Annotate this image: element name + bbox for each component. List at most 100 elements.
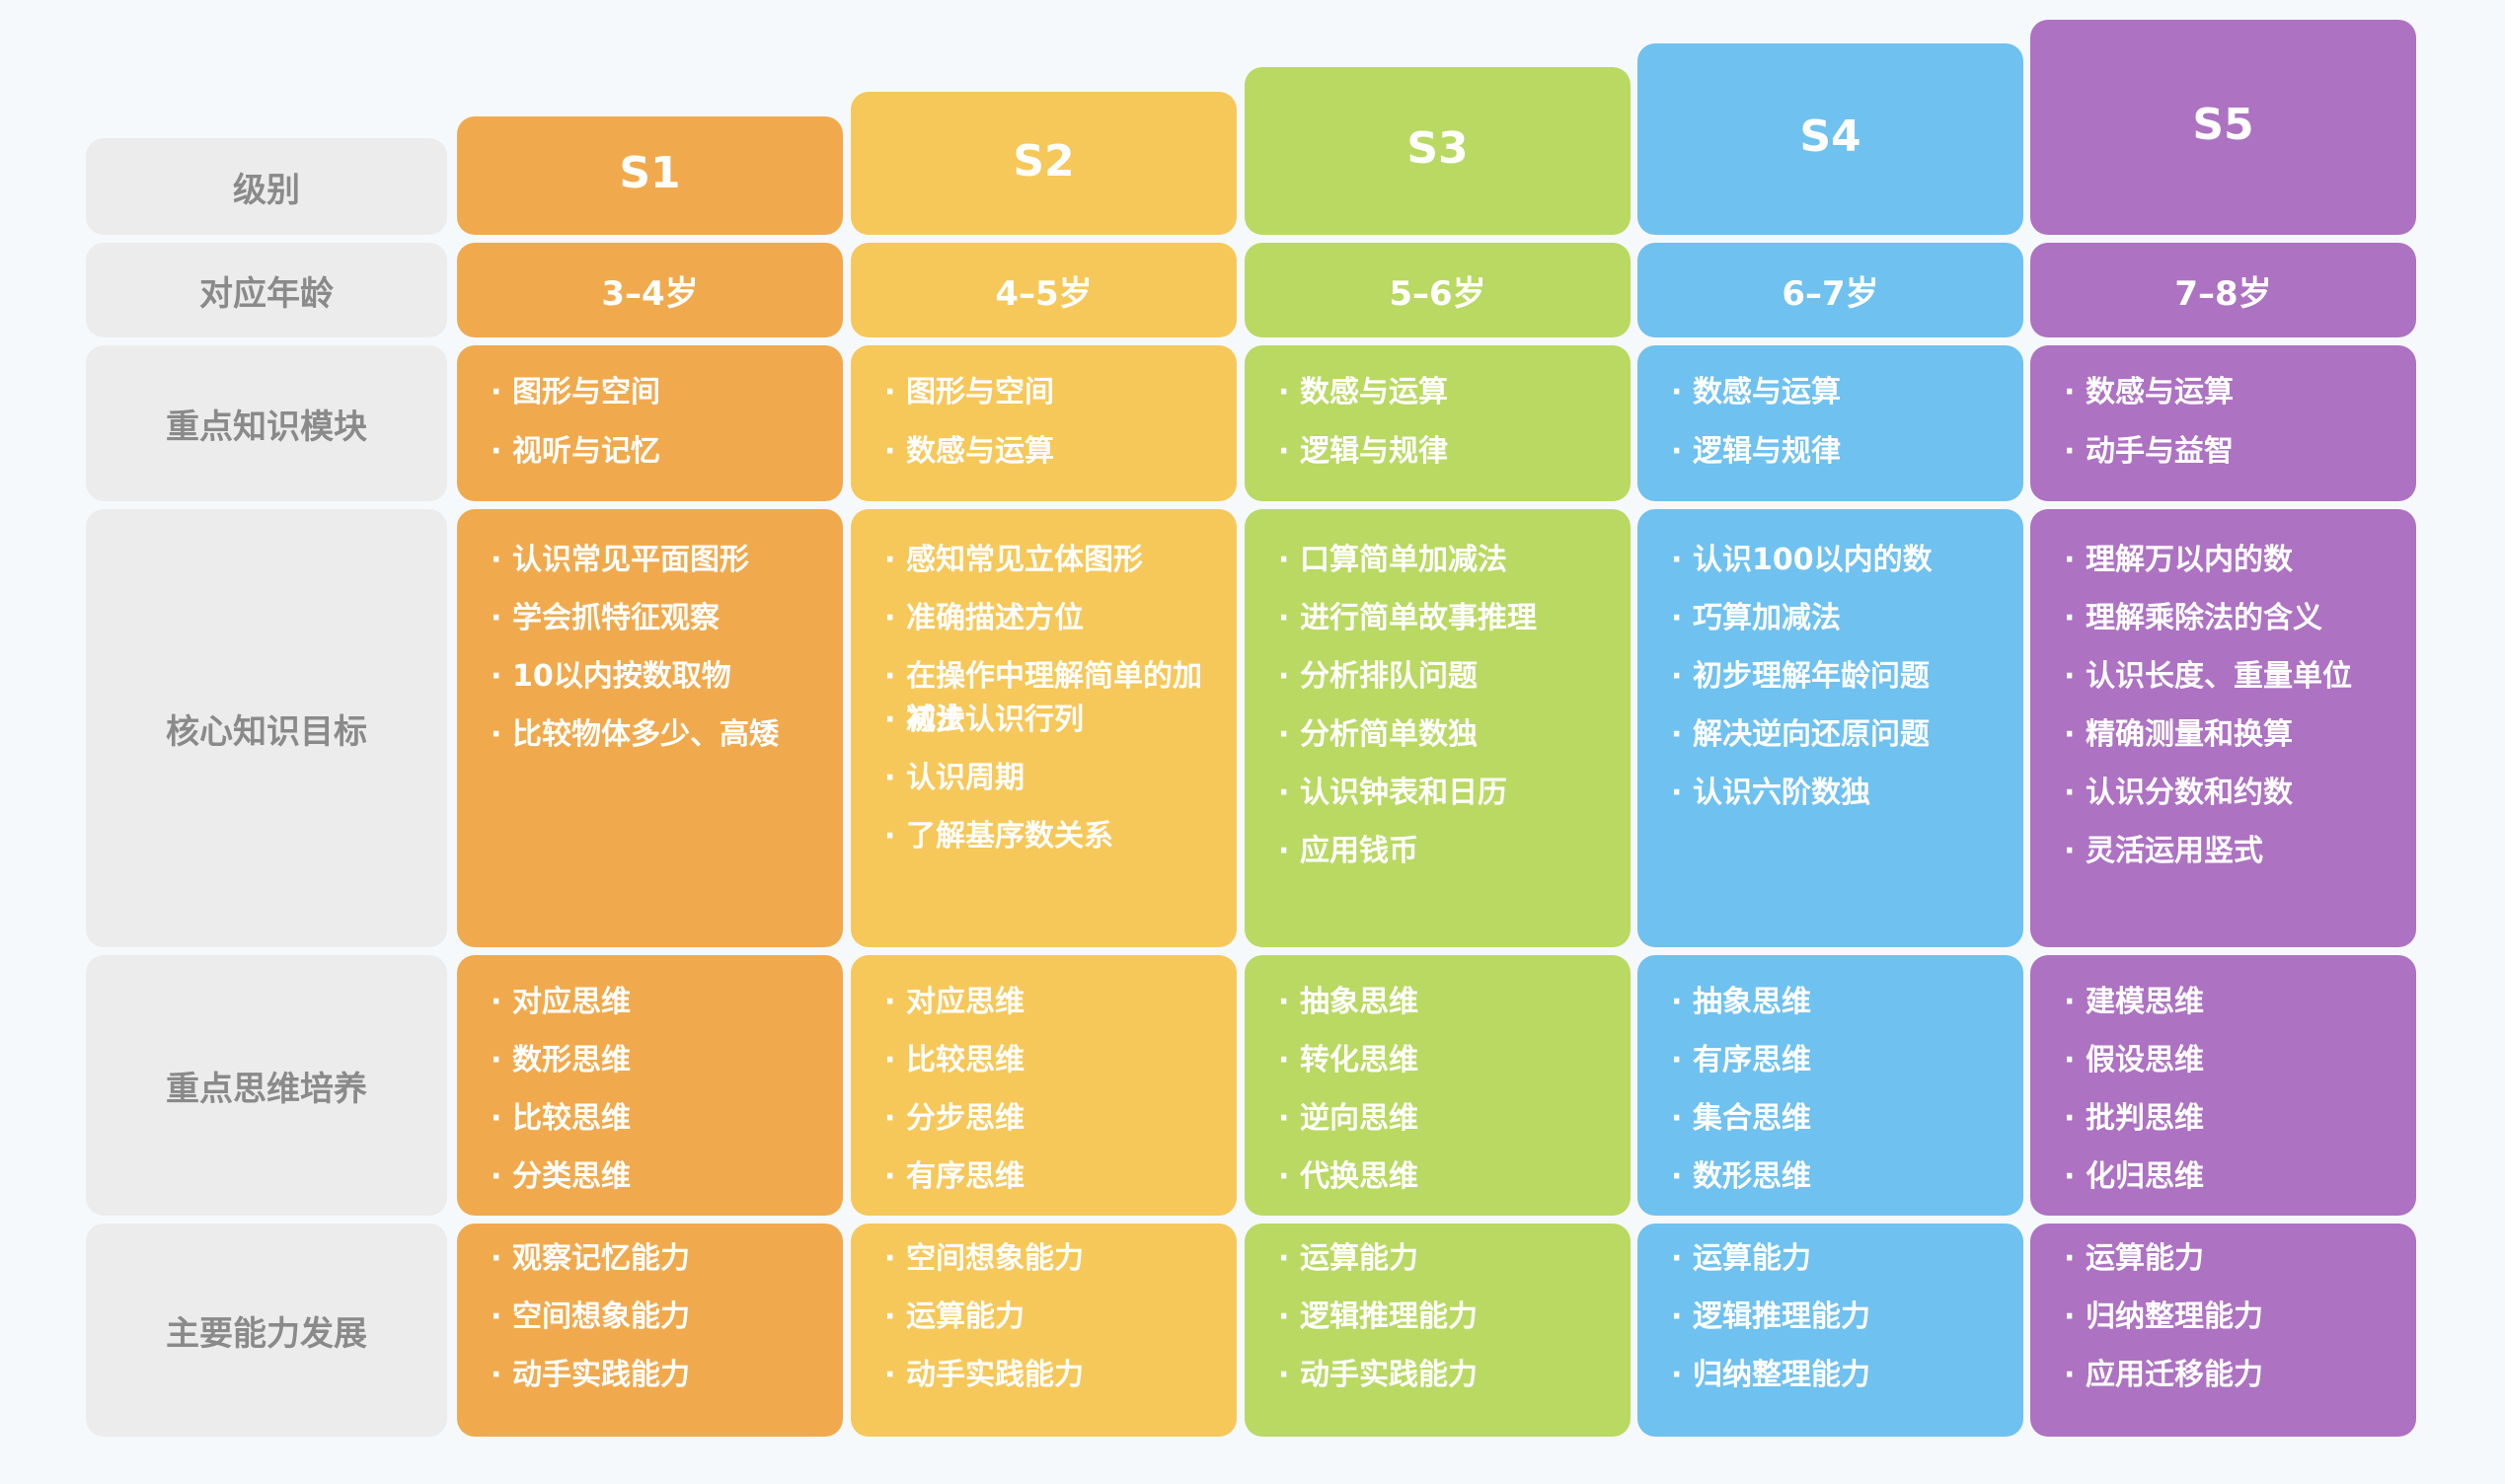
thinking-item: · 转化思维	[1278, 1039, 1607, 1082]
bullet-icon: ·	[884, 1159, 896, 1194]
abilities-item: · 应用迁移能力	[2064, 1354, 2392, 1397]
bullet-icon: ·	[1671, 1358, 1683, 1392]
goals-item: · 认识常见平面图形	[491, 539, 819, 582]
modules-cell-s5: · 数感与运算 · 动手与益智	[2030, 345, 2416, 501]
abilities-cell-s2: · 空间想象能力 · 运算能力 · 动手实践能力	[851, 1224, 1237, 1437]
goals-item-text: 分析简单数独	[1300, 717, 1478, 752]
goals-item: · 认识100以内的数	[1671, 539, 2000, 582]
bullet-icon: ·	[2064, 776, 2076, 810]
goals-item-text: 学会抓特征观察	[512, 601, 720, 635]
goals-item-text: 认识长度、重量单位	[2086, 659, 2352, 694]
modules-item: · 动手与益智	[2064, 430, 2392, 474]
modules-item-text: 视听与记忆	[512, 434, 660, 469]
bullet-icon: ·	[884, 543, 896, 577]
bullet-icon: ·	[2064, 1358, 2076, 1392]
abilities-item: · 逻辑推理能力	[1278, 1296, 1607, 1339]
modules-item: · 图形与空间	[491, 371, 819, 414]
bullet-icon: ·	[2064, 1241, 2076, 1276]
row-label-level: 级别	[86, 138, 447, 235]
bullet-icon: ·	[1278, 1101, 1290, 1136]
modules-item: · 视听与记忆	[491, 430, 819, 474]
bullet-icon: ·	[2064, 1159, 2076, 1194]
abilities-item: · 空间想象能力	[491, 1296, 819, 1339]
bullet-icon: ·	[1671, 601, 1683, 635]
thinking-item: · 对应思维	[884, 981, 1213, 1024]
thinking-item-text: 转化思维	[1300, 1043, 1418, 1077]
modules-item-text: 数感与运算	[1693, 375, 1841, 409]
level-name: S3	[1406, 123, 1469, 174]
modules-item-text: 动手与益智	[2086, 434, 2234, 469]
goals-item-text: 灵活运用竖式	[2086, 834, 2263, 868]
goals-item-text: 感知常见立体图形	[906, 543, 1143, 577]
level-header-s1: S1	[457, 116, 843, 235]
thinking-item-text: 数形思维	[1693, 1159, 1811, 1194]
goals-item: · 分析排队问题	[1278, 655, 1607, 699]
thinking-item-text: 数形思维	[512, 1043, 631, 1077]
bullet-icon: ·	[1671, 1159, 1683, 1194]
bullet-icon: ·	[884, 659, 896, 694]
bullet-icon: ·	[491, 717, 502, 752]
modules-item-text: 图形与空间	[512, 375, 660, 409]
row-label-modules: 重点知识模块	[86, 345, 447, 501]
thinking-item-text: 对应思维	[906, 985, 1025, 1019]
goals-item: · 分析简单数独	[1278, 713, 1607, 757]
abilities-item-text: 动手实践能力	[1300, 1358, 1478, 1392]
bullet-icon: ·	[1278, 776, 1290, 810]
level-name: S2	[1013, 136, 1075, 186]
goals-item: · 认识长度、重量单位	[2064, 655, 2392, 699]
bullet-icon: ·	[1278, 1358, 1290, 1392]
goals-item: · 比较物体多少、高矮	[491, 713, 819, 757]
abilities-item: · 空间想象能力	[884, 1237, 1213, 1281]
goals-item: · 进行简单故事推理	[1278, 597, 1607, 640]
abilities-item-text: 观察记忆能力	[512, 1241, 690, 1276]
goals-item-text: 了解基序数关系	[906, 819, 1113, 854]
bullet-icon: ·	[491, 375, 502, 409]
goals-item: · 理解乘除法的含义	[2064, 597, 2392, 640]
row-label-age: 对应年龄	[86, 243, 447, 337]
age-cell-s1: 3–4岁	[457, 243, 843, 337]
bullet-icon: ·	[491, 434, 502, 469]
bullet-icon: ·	[491, 985, 502, 1019]
abilities-item: · 动手实践能力	[491, 1354, 819, 1397]
thinking-item-text: 有序思维	[906, 1159, 1025, 1194]
bullet-icon: ·	[491, 659, 502, 694]
thinking-item: · 分步思维	[884, 1097, 1213, 1141]
abilities-item-text: 动手实践能力	[512, 1358, 690, 1392]
bullet-icon: ·	[2064, 985, 2076, 1019]
bullet-icon: ·	[1671, 1101, 1683, 1136]
thinking-item-text: 比较思维	[512, 1101, 631, 1136]
row-label-abilities: 主要能力发展	[86, 1224, 447, 1437]
goals-item: · 了解基序数关系	[884, 815, 1213, 858]
bullet-icon: ·	[1671, 985, 1683, 1019]
modules-cell-s3: · 数感与运算 · 逻辑与规律	[1245, 345, 1631, 501]
age-cell-s2: 4–5岁	[851, 243, 1237, 337]
modules-item-text: 图形与空间	[906, 375, 1054, 409]
modules-cell-s4: · 数感与运算 · 逻辑与规律	[1637, 345, 2023, 501]
age-cell-s5: 7–8岁	[2030, 243, 2416, 337]
abilities-item-text: 运算能力	[2086, 1241, 2204, 1276]
level-name: S5	[2192, 100, 2254, 150]
thinking-item-text: 抽象思维	[1693, 985, 1811, 1019]
goals-item-text: 进行简单故事推理	[1300, 601, 1537, 635]
bullet-icon: ·	[491, 1358, 502, 1392]
bullet-icon: ·	[2064, 601, 2076, 635]
modules-cell-s1: · 图形与空间 · 视听与记忆	[457, 345, 843, 501]
thinking-cell-s5: · 建模思维 · 假设思维 · 批判思维 · 化归思维	[2030, 955, 2416, 1216]
goals-item-text: 认识钟表和日历	[1300, 776, 1507, 810]
bullet-icon: ·	[1278, 543, 1290, 577]
thinking-item: · 抽象思维	[1278, 981, 1607, 1024]
goals-item-text: 初步认识行列	[906, 703, 1084, 738]
bullet-icon: ·	[1671, 717, 1683, 752]
modules-item-text: 数感与运算	[2086, 375, 2234, 409]
goals-item: · 在操作中理解简单的加减法	[884, 655, 1213, 742]
goals-item-text: 应用钱币	[1300, 834, 1418, 868]
abilities-item-text: 空间想象能力	[906, 1241, 1084, 1276]
thinking-item-text: 抽象思维	[1300, 985, 1418, 1019]
goals-cell-s4: · 认识100以内的数 · 巧算加减法 · 初步理解年龄问题 · 解决逆向还原问题 · 认识六阶数…	[1637, 509, 2023, 947]
thinking-item: · 分类思维	[491, 1155, 819, 1199]
bullet-icon: ·	[884, 434, 896, 469]
abilities-item: · 动手实践能力	[1278, 1354, 1607, 1397]
modules-item-text: 数感与运算	[1300, 375, 1448, 409]
abilities-item: · 归纳整理能力	[2064, 1296, 2392, 1339]
thinking-item-text: 对应思维	[512, 985, 631, 1019]
